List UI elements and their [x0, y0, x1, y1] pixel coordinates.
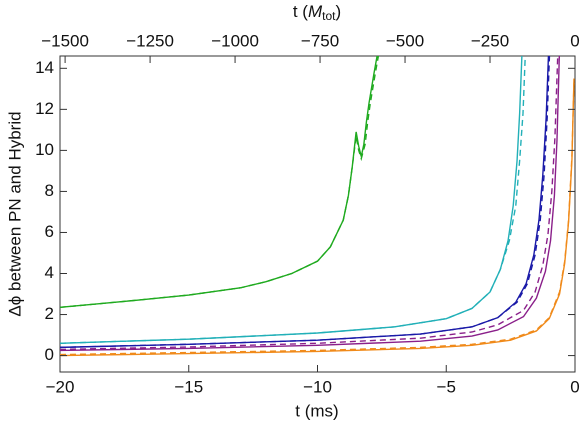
x2-tick-label: −1000 — [211, 31, 259, 50]
series-line — [60, 78, 575, 357]
x2-label-subscript: tot — [322, 9, 336, 23]
x2-tick-label: −500 — [386, 31, 424, 50]
y-tick-label: 6 — [45, 222, 54, 241]
y-tick-label: 4 — [45, 263, 54, 282]
y-axis-label: Δϕ between PN and Hybrid — [5, 111, 24, 316]
x-tick-label: −15 — [174, 377, 203, 396]
x2-tick-label: −1500 — [41, 31, 89, 50]
y-tick-label: 12 — [35, 99, 54, 118]
x-tick-label: 0 — [570, 377, 579, 396]
y-tick-label: 10 — [35, 140, 54, 159]
x-tick-label: −20 — [46, 377, 75, 396]
series-line — [60, 56, 378, 309]
plot-lines — [60, 56, 575, 357]
y-tick-label: 8 — [45, 181, 54, 200]
x-tick-label: −10 — [303, 377, 332, 396]
series-line — [60, 56, 380, 309]
x2-tick-label: −1250 — [126, 31, 174, 50]
x2-tick-label: −750 — [301, 31, 339, 50]
series-line — [60, 56, 526, 344]
series-line — [60, 56, 561, 352]
y-tick-label: 14 — [35, 58, 54, 77]
plot-frame — [59, 55, 576, 373]
series-line — [60, 56, 523, 344]
y-tick-label: 0 — [45, 345, 54, 364]
x2-tick-label: −250 — [471, 31, 509, 50]
x2-tick-label: 0 — [570, 31, 579, 50]
x2-axis-label: t (Mtot) — [293, 2, 341, 23]
x2-label-prefix: t ( — [293, 2, 308, 21]
y-tick-label: 2 — [45, 304, 54, 323]
x-axis-label: t (ms) — [295, 401, 338, 420]
x2-label-symbol: M — [308, 2, 323, 21]
series-line — [60, 56, 559, 351]
series-line — [60, 56, 551, 349]
x-tick-label: −5 — [437, 377, 456, 396]
x2-label-suffix: ) — [335, 2, 341, 21]
series-line — [60, 82, 575, 356]
series-line — [60, 56, 550, 349]
